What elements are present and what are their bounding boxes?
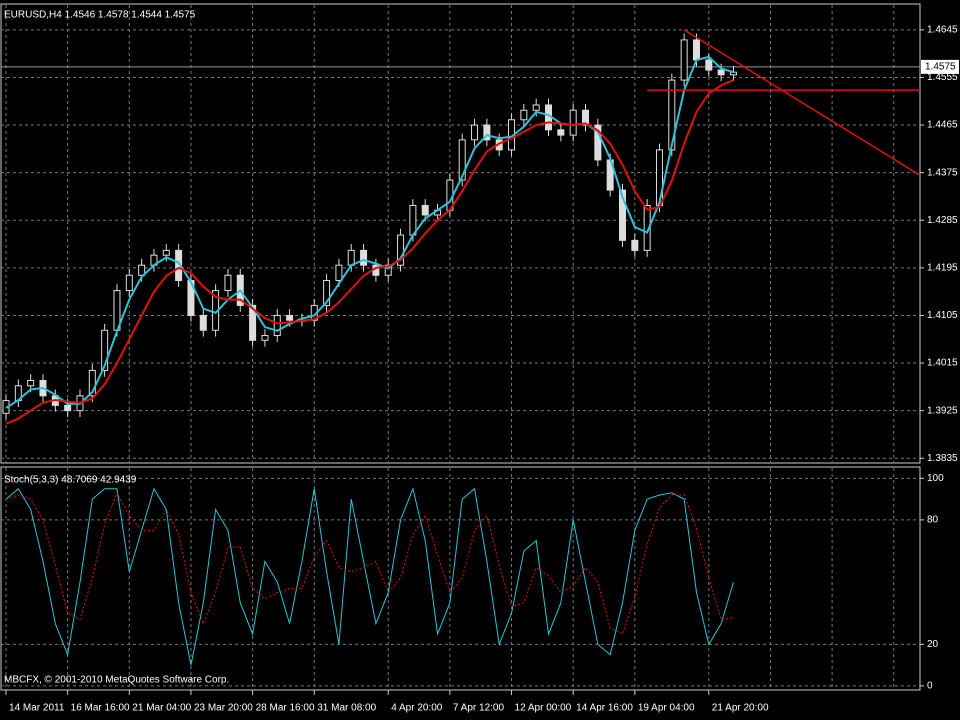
candle-body	[483, 124, 491, 141]
y-tick-label: 1.3925	[927, 405, 958, 416]
candle-body	[286, 314, 294, 321]
line-series	[5, 55, 734, 409]
x-tick-label: 19 Apr 04:00	[638, 703, 695, 714]
candle-body	[199, 314, 207, 331]
candle-body	[27, 379, 35, 387]
y-tick-label: 1.4195	[927, 262, 958, 273]
stoch-title: Stoch(5,3,3) 48.7069 42.9439	[4, 475, 137, 486]
line-series	[5, 79, 734, 425]
y-tick-label: 1.3835	[927, 453, 958, 464]
candle-body	[582, 109, 590, 126]
y-tick-label: 100	[927, 473, 944, 484]
copyright: MBCFX, © 2001-2010 MetaQuotes Software C…	[4, 675, 229, 686]
x-tick-label: 14 Mar 2011	[9, 703, 65, 714]
candle-body	[680, 39, 688, 81]
candle-body	[668, 79, 676, 151]
candle-body	[557, 129, 565, 136]
y-tick-label: 1.4555	[927, 72, 958, 83]
candle-body	[397, 234, 405, 266]
stoch-pane-frame	[0, 466, 921, 691]
y-tick-label: 1.4015	[927, 358, 958, 369]
y-tick-label: 80	[927, 515, 939, 526]
candle-body	[631, 239, 639, 251]
x-tick-label: 23 Mar 20:00	[194, 703, 253, 714]
y-tick-label: 20	[927, 639, 939, 650]
candle-body	[249, 304, 257, 341]
candle-body	[273, 314, 281, 337]
candle-body	[347, 249, 355, 266]
x-tick-label: 12 Apr 00:00	[515, 703, 572, 714]
y-tick-label: 1.4285	[927, 215, 958, 226]
candle-body	[64, 404, 72, 412]
x-tick-label: 28 Mar 16:00	[256, 703, 315, 714]
candle-body	[705, 59, 713, 71]
candle-body	[360, 249, 368, 266]
candle-body	[335, 264, 343, 282]
candle-body	[101, 329, 109, 371]
x-tick-label: 21 Mar 04:00	[132, 703, 191, 714]
candle-body	[458, 139, 466, 181]
x-tick-label: 4 Apr 20:00	[391, 703, 443, 714]
candle-body	[261, 335, 269, 341]
candle-body	[162, 249, 170, 256]
x-tick-label: 14 Apr 16:00	[576, 703, 633, 714]
x-tick-label: 21 Apr 20:00	[712, 703, 769, 714]
candle-body	[138, 264, 146, 276]
chart-title: EURUSD,H4 1.4546 1.4578 1.4544 1.4575	[4, 10, 196, 21]
candle-body	[323, 280, 331, 306]
candle-body	[692, 39, 700, 61]
line-series	[5, 487, 734, 666]
y-tick-label: 1.4105	[927, 310, 958, 321]
candle-body	[125, 274, 133, 292]
y-tick-label: 1.4645	[927, 24, 958, 35]
candle-body	[421, 204, 429, 216]
candle-body	[594, 124, 602, 161]
y-tick-label: 0	[927, 680, 933, 691]
current-price-label: 1.4575	[925, 62, 956, 73]
candle-body	[532, 104, 540, 111]
price-box	[921, 59, 959, 74]
candle-body	[471, 124, 479, 141]
x-tick-label: 16 Mar 16:00	[71, 703, 130, 714]
candle-body	[520, 109, 528, 121]
x-tick-label: 7 Apr 12:00	[453, 703, 505, 714]
candle-body	[88, 369, 96, 397]
candle-body	[224, 274, 232, 292]
y-tick-label: 1.4375	[927, 167, 958, 178]
trend-line	[683, 29, 921, 176]
x-tick-label: 31 Mar 08:00	[317, 703, 376, 714]
candle-body	[643, 204, 651, 251]
candle-body	[717, 69, 725, 76]
y-tick-label: 1.4465	[927, 120, 958, 131]
price-pane-frame	[0, 3, 921, 464]
candle-body	[619, 189, 626, 241]
candle-body	[569, 109, 577, 136]
